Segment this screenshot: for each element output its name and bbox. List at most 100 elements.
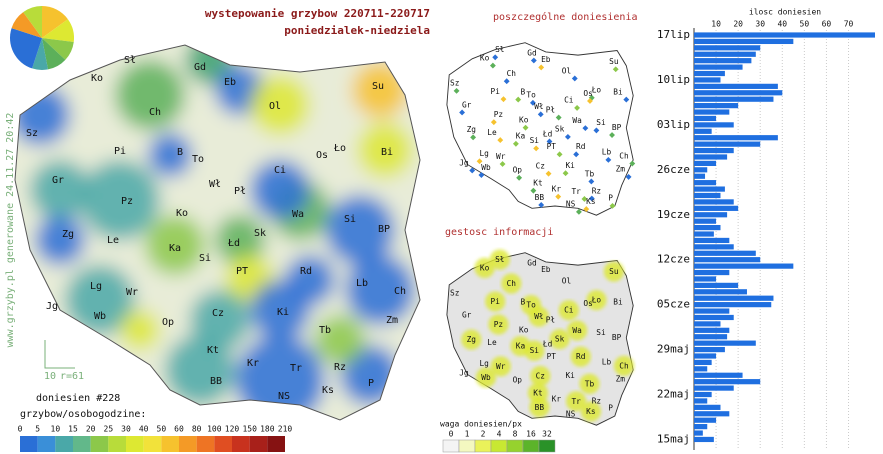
city-label: Kt xyxy=(207,345,219,356)
bar xyxy=(694,58,752,64)
city-label: Ki xyxy=(565,161,575,170)
city-label: P xyxy=(608,194,613,203)
city-label: NS xyxy=(566,410,576,419)
bar xyxy=(694,51,756,57)
density-blob xyxy=(530,365,551,387)
city-label: Wr xyxy=(496,152,506,161)
density-blob xyxy=(490,356,511,377)
bar xyxy=(694,186,725,192)
city-label: Ko xyxy=(176,208,188,219)
y-tick-label: 29maj xyxy=(657,343,690,356)
city-label: Pł xyxy=(234,186,246,197)
city-label: Lb xyxy=(356,278,368,289)
city-label: Wł xyxy=(534,312,543,321)
heat-blob xyxy=(165,335,235,405)
bar xyxy=(694,103,739,109)
mini-border xyxy=(446,42,634,216)
city-label: BP xyxy=(612,333,622,342)
city-label: Wb xyxy=(481,373,491,382)
y-tick-label: 17lip xyxy=(657,28,690,41)
report-point xyxy=(530,187,537,194)
density-tick: 32 xyxy=(542,430,552,439)
bar xyxy=(694,192,721,199)
bar xyxy=(694,308,730,314)
city-label: Sz xyxy=(450,79,459,88)
bar xyxy=(694,231,714,237)
city-label: Kr xyxy=(552,394,562,403)
city-label: Łd xyxy=(542,129,552,138)
bar xyxy=(694,379,761,385)
border xyxy=(14,44,421,421)
city-label: Wr xyxy=(496,362,506,371)
bar xyxy=(694,141,761,147)
city-label: Kr xyxy=(552,184,562,193)
city-label: Łd xyxy=(227,238,240,249)
city-label: Gr xyxy=(462,100,472,109)
bar xyxy=(694,385,734,391)
city-label: Ci xyxy=(564,306,574,315)
side-note: www.grzyby.pl generowane 24.11.27 20:42 xyxy=(5,113,16,348)
city-label: BP xyxy=(378,224,390,235)
density-blob xyxy=(485,291,506,312)
city-label: Wł xyxy=(209,179,221,190)
city-label: BP xyxy=(612,123,622,132)
city-label: Tb xyxy=(585,379,595,388)
density-tick: 4 xyxy=(497,430,502,439)
heat-blob xyxy=(250,280,310,340)
report-point xyxy=(593,127,600,134)
city-label: Pz xyxy=(494,110,503,119)
report-point xyxy=(497,137,504,144)
city-label: Ka xyxy=(169,243,181,254)
city-label: Eb xyxy=(541,265,551,274)
city-label: Ci xyxy=(274,165,286,176)
bar xyxy=(694,160,717,166)
report-point xyxy=(459,109,466,116)
city-label: Cz xyxy=(536,371,545,380)
bar xyxy=(694,302,772,308)
report-point xyxy=(573,151,580,158)
city-label: Lb xyxy=(602,358,612,367)
legend-swatch xyxy=(161,436,179,452)
city-label: To xyxy=(526,301,536,310)
city-label: Op xyxy=(162,317,174,328)
city-label: Lg xyxy=(479,359,488,368)
bar xyxy=(694,199,734,205)
scale-label: 10 xyxy=(44,371,56,382)
bar xyxy=(694,430,703,436)
legend-tick: 30 xyxy=(121,425,131,434)
bar xyxy=(694,135,778,141)
city-label: To xyxy=(526,91,536,100)
bar xyxy=(694,212,728,218)
bar xyxy=(694,327,730,333)
bar xyxy=(694,225,721,231)
bar xyxy=(694,38,794,45)
legend-swatch xyxy=(249,436,268,452)
city-label: Sł xyxy=(495,45,504,54)
heatmap xyxy=(15,45,420,420)
radius-label: r=61 xyxy=(60,371,84,382)
bar xyxy=(694,417,717,423)
heat-blob xyxy=(35,215,85,265)
density-blob xyxy=(580,401,601,422)
x-tick-label: 30 xyxy=(755,20,765,29)
density-blob xyxy=(475,367,497,388)
city-label: Ks xyxy=(322,385,334,396)
city-label: Si xyxy=(199,253,211,264)
pie-slice xyxy=(42,6,68,38)
legend-tick: 10 xyxy=(51,425,61,434)
city-label: Ka xyxy=(516,342,526,351)
city-label: Ol xyxy=(269,101,281,112)
chart-title: ilosc doniesien xyxy=(749,8,821,17)
city-label: BB xyxy=(210,376,222,387)
city-label: Pz xyxy=(494,320,503,329)
city-label: Bi xyxy=(381,147,393,158)
city-label: Pi xyxy=(490,297,500,306)
city-label: PT xyxy=(547,142,557,151)
city-label: Sł xyxy=(495,255,504,264)
bar xyxy=(694,398,708,404)
report-point xyxy=(499,161,506,167)
city-label: Os xyxy=(583,299,592,308)
city-label: Pi xyxy=(490,87,500,96)
bar xyxy=(694,263,794,269)
